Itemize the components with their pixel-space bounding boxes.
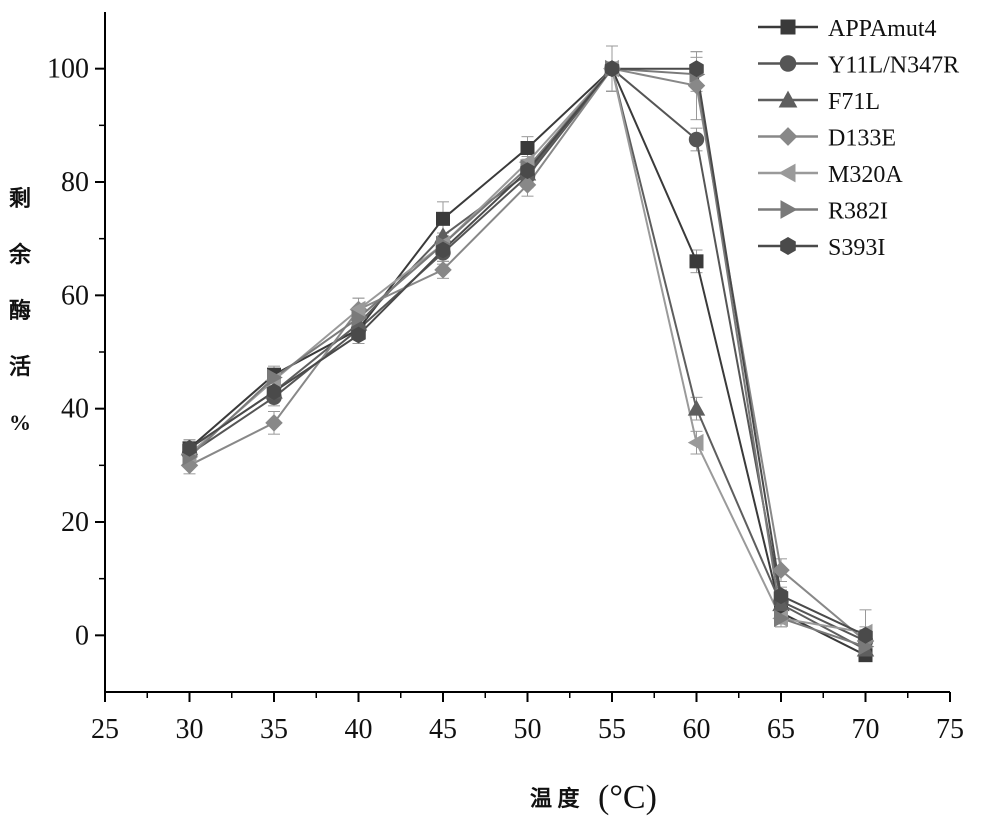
data-point-s393i: [604, 60, 620, 78]
y-tick-label-40: 40: [61, 394, 89, 425]
y-axis-label-char: 剩: [9, 186, 31, 211]
x-tick-label-40: 40: [345, 714, 373, 745]
legend-marker-d133e: [778, 127, 798, 146]
data-point-s393i: [435, 241, 451, 259]
error-bars: [183, 45, 872, 662]
data-point-y11l-n347r: [688, 131, 705, 148]
legend-label-m320a: M320A: [828, 162, 903, 188]
x-tick-label-75: 75: [936, 714, 964, 745]
y-axis-label-char: 余: [8, 242, 32, 267]
legend: APPAmut4 Y11L/N347R F71L D133E M320A R382I S39…: [758, 16, 959, 261]
data-point-m320a: [687, 433, 704, 452]
x-tick-label-50: 50: [514, 714, 542, 745]
x-tick-label-60: 60: [683, 714, 711, 745]
y-axis-label-char: 酶: [9, 298, 31, 323]
data-point-m320a: [349, 300, 366, 319]
data-point-s393i: [520, 162, 535, 180]
data-point-appamut4: [436, 211, 450, 226]
y-axis-label-char: %: [9, 410, 31, 435]
data-point-r382i: [858, 637, 875, 656]
x-tick-label-55: 55: [598, 714, 626, 745]
data-point-s393i: [182, 439, 197, 457]
x-axis-label: 温 度: [530, 786, 581, 811]
legend-marker-s393i: [780, 237, 796, 255]
legend-marker-m320a: [778, 163, 796, 183]
y-tick-label-60: 60: [61, 280, 89, 311]
data-point-s393i: [351, 326, 366, 344]
data-point-s393i: [773, 587, 789, 605]
x-tick-label-70: 70: [852, 714, 880, 745]
legend-label-appamut4: APPAmut4: [828, 16, 937, 42]
legend-label-f71l: F71L: [828, 89, 880, 115]
legend-label-r382i: R382I: [828, 199, 888, 225]
data-point-d133e: [265, 414, 283, 432]
data-point-f71l: [687, 399, 706, 416]
y-tick-label-100: 100: [47, 54, 89, 85]
legend-label-d133e: D133E: [828, 126, 896, 152]
x-axis-unit: (°C): [598, 779, 657, 816]
data-point-appamut4: [520, 141, 535, 155]
x-tick-label-65: 65: [767, 714, 795, 745]
data-point-r382i: [774, 609, 790, 628]
data-point-s393i: [689, 60, 704, 78]
x-tick-label-25: 25: [91, 714, 119, 745]
series-markers: [180, 59, 875, 663]
legend-marker-f71l: [778, 90, 798, 108]
data-point-d133e: [518, 176, 537, 194]
y-tick-label-20: 20: [61, 507, 89, 538]
x-tick-label-30: 30: [176, 714, 204, 745]
data-point-d133e: [434, 261, 452, 279]
data-point-r382i: [351, 309, 368, 327]
x-tick-label-45: 45: [429, 714, 457, 745]
y-tick-label-0: 0: [75, 620, 89, 651]
axes: 25 30 35 40 45 50 55 60 65 70 75 0 20 40 60 80 100: [47, 12, 964, 745]
legend-marker-y11l-n347r: [779, 55, 797, 72]
data-point-s393i: [266, 383, 282, 401]
data-point-s393i: [858, 626, 873, 644]
legend-label-y11l-n347r: Y11L/N347R: [828, 53, 959, 79]
legend-marker-r382i: [780, 200, 798, 219]
y-axis-label-char: 活: [9, 354, 31, 379]
legend-label-s393i: S393I: [828, 235, 885, 261]
y-tick-label-80: 80: [61, 167, 89, 198]
x-tick-label-35: 35: [260, 714, 288, 745]
data-point-r382i: [267, 368, 283, 387]
data-point-appamut4: [689, 254, 704, 269]
data-point-d133e: [772, 561, 790, 579]
legend-marker-appamut4: [780, 19, 796, 35]
